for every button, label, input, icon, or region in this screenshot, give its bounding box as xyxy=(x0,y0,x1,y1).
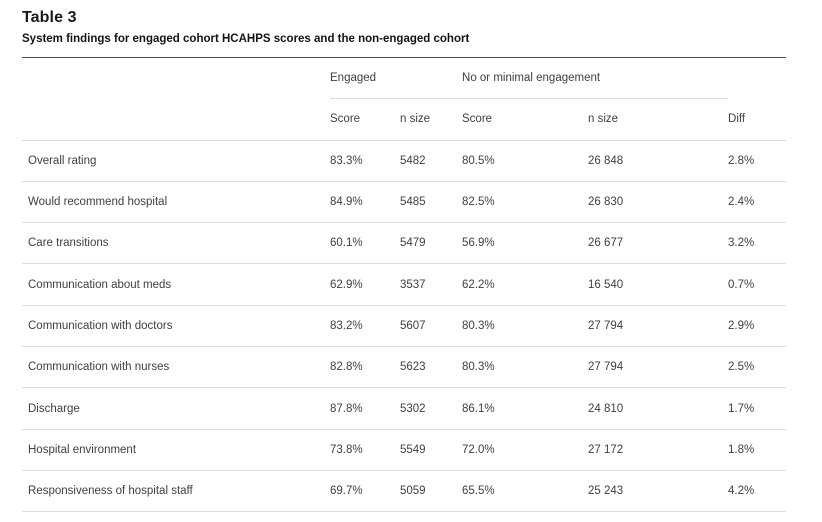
diff-cell: 3.2% xyxy=(728,222,787,265)
engaged-nsize-cell: 5059 xyxy=(400,470,463,513)
row-label: Overall rating xyxy=(22,140,330,182)
column-header-engaged-nsize: n size xyxy=(400,98,463,141)
nonengaged-nsize-cell: 26 677 xyxy=(588,222,729,265)
engaged-nsize-cell: 5485 xyxy=(400,181,463,224)
table-row: Responsiveness of hospital staff 69.7% 5… xyxy=(22,470,787,513)
group-header-row: Engaged No or minimal engagement xyxy=(22,57,786,100)
engaged-score-cell: 62.9% xyxy=(330,263,400,306)
engaged-nsize-cell: 5479 xyxy=(400,222,463,265)
table-row: Would recommend hospital 84.9% 5485 82.5… xyxy=(22,181,787,224)
diff-cell: 1.7% xyxy=(728,387,787,430)
table-row: Care transitions 60.1% 5479 56.9% 26 677… xyxy=(22,222,787,265)
nonengaged-nsize-cell: 26 830 xyxy=(588,181,729,224)
table-row: Overall rating 83.3% 5482 80.5% 26 848 2… xyxy=(22,140,787,182)
table-row: Discharge 87.8% 5302 86.1% 24 810 1.7% xyxy=(22,387,787,430)
row-label: Communication with doctors xyxy=(22,305,330,348)
engaged-nsize-cell: 5623 xyxy=(400,346,463,389)
group-header-engaged: Engaged xyxy=(330,57,463,100)
table-title: Table 3 xyxy=(22,9,77,26)
engaged-nsize-cell: 5607 xyxy=(400,305,463,348)
diff-cell: 2.5% xyxy=(728,346,787,389)
row-label: Communication with nurses xyxy=(22,346,330,389)
nonengaged-score-cell: 62.2% xyxy=(462,263,589,306)
engaged-nsize-cell: 5302 xyxy=(400,387,463,430)
engaged-score-cell: 69.7% xyxy=(330,470,400,513)
row-label: Communication about meds xyxy=(22,263,330,306)
nonengaged-nsize-cell: 27 172 xyxy=(588,429,729,471)
row-label: Responsiveness of hospital staff xyxy=(22,470,330,513)
nonengaged-score-cell: 56.9% xyxy=(462,222,589,265)
engaged-nsize-cell: 5482 xyxy=(400,140,463,182)
diff-cell: 2.8% xyxy=(728,140,787,182)
engaged-score-cell: 83.2% xyxy=(330,305,400,348)
row-label: Would recommend hospital xyxy=(22,181,330,224)
nonengaged-score-cell: 82.5% xyxy=(462,181,589,224)
column-header-diff: Diff xyxy=(728,98,787,141)
diff-cell: 4.2% xyxy=(728,470,787,513)
engaged-nsize-cell: 3537 xyxy=(400,263,463,306)
group-header-non-engaged: No or minimal engagement xyxy=(462,57,729,100)
engaged-score-cell: 83.3% xyxy=(330,140,400,182)
engaged-score-cell: 82.8% xyxy=(330,346,400,389)
column-header-engaged-score: Score xyxy=(330,98,400,141)
diff-cell: 2.4% xyxy=(728,181,787,224)
table-body: Overall rating 83.3% 5482 80.5% 26 848 2… xyxy=(22,140,787,513)
table-row: Communication with doctors 83.2% 5607 80… xyxy=(22,305,787,348)
column-header-measure xyxy=(22,98,330,141)
table-row: Communication about meds 62.9% 3537 62.2… xyxy=(22,263,787,306)
row-label: Hospital environment xyxy=(22,429,330,471)
hcahps-table: Engaged No or minimal engagement Score n… xyxy=(22,57,787,513)
nonengaged-score-cell: 65.5% xyxy=(462,470,589,513)
nonengaged-nsize-cell: 26 848 xyxy=(588,140,729,182)
diff-cell: 2.9% xyxy=(728,305,787,348)
nonengaged-score-cell: 86.1% xyxy=(462,387,589,430)
table-row: Communication with nurses 82.8% 5623 80.… xyxy=(22,346,787,389)
table-row: Hospital environment 73.8% 5549 72.0% 27… xyxy=(22,429,787,471)
nonengaged-nsize-cell: 25 243 xyxy=(588,470,729,513)
engaged-score-cell: 73.8% xyxy=(330,429,400,471)
nonengaged-nsize-cell: 27 794 xyxy=(588,346,729,389)
diff-cell: 1.8% xyxy=(728,429,787,471)
column-header-nonengaged-nsize: n size xyxy=(588,98,729,141)
nonengaged-score-cell: 80.5% xyxy=(462,140,589,182)
group-header-diff-spacer xyxy=(728,58,786,99)
engaged-score-cell: 87.8% xyxy=(330,387,400,430)
nonengaged-nsize-cell: 27 794 xyxy=(588,305,729,348)
nonengaged-score-cell: 80.3% xyxy=(462,346,589,389)
nonengaged-score-cell: 80.3% xyxy=(462,305,589,348)
nonengaged-nsize-cell: 24 810 xyxy=(588,387,729,430)
group-header-spacer xyxy=(22,58,330,99)
column-header-row: Score n size Score n size Diff xyxy=(22,98,787,141)
engaged-score-cell: 84.9% xyxy=(330,181,400,224)
nonengaged-score-cell: 72.0% xyxy=(462,429,589,471)
row-label: Care transitions xyxy=(22,222,330,265)
engaged-score-cell: 60.1% xyxy=(330,222,400,265)
diff-cell: 0.7% xyxy=(728,263,787,306)
row-label: Discharge xyxy=(22,387,330,430)
engaged-nsize-cell: 5549 xyxy=(400,429,463,471)
nonengaged-nsize-cell: 16 540 xyxy=(588,263,729,306)
table-caption: System findings for engaged cohort HCAHP… xyxy=(22,33,470,45)
column-header-nonengaged-score: Score xyxy=(462,98,589,141)
